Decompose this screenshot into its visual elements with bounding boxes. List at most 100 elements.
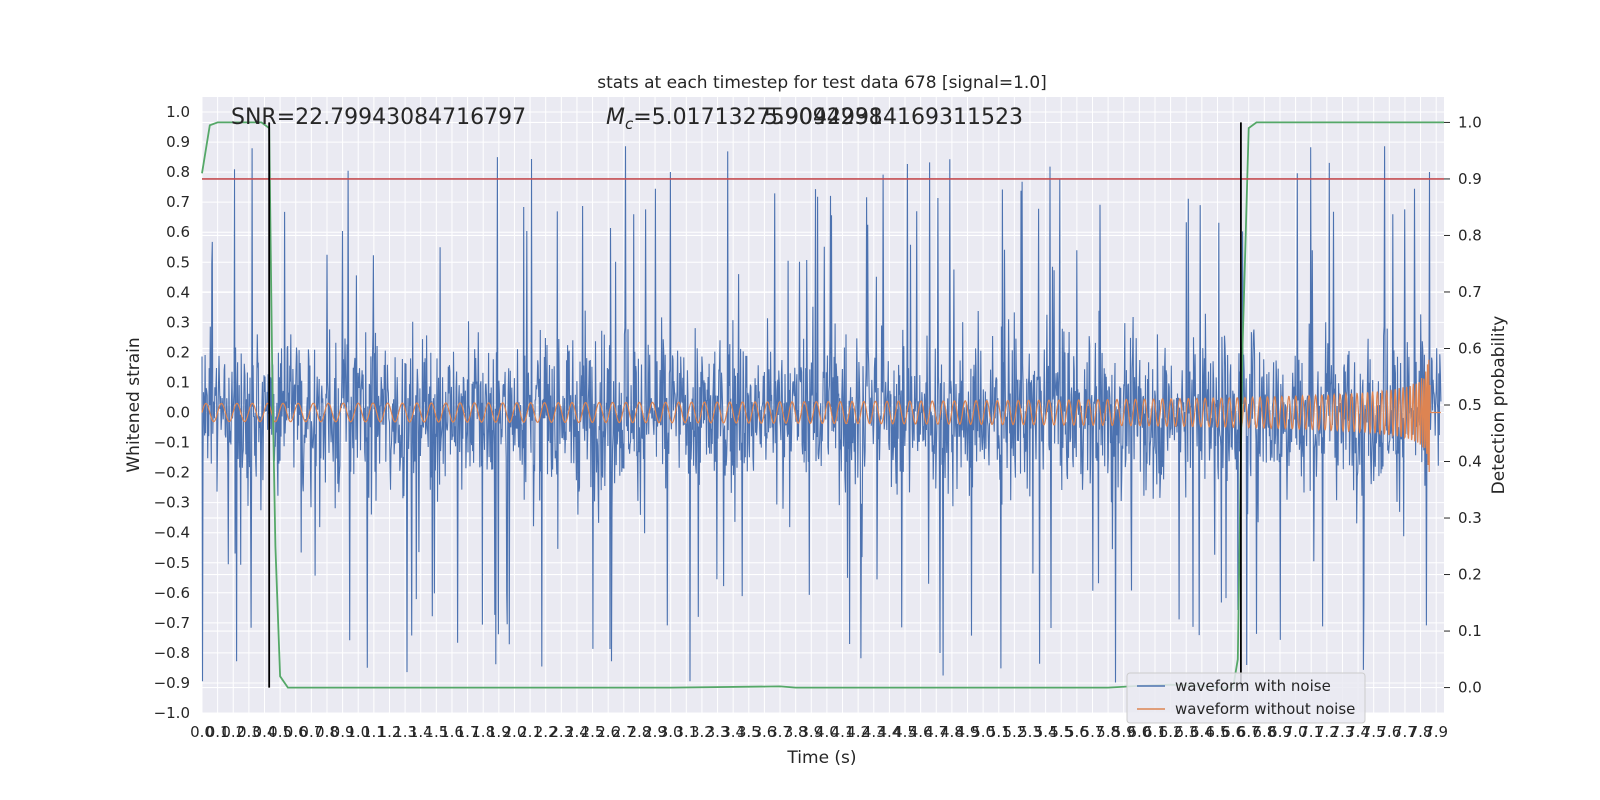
- x-tick-label: 5.4: [1034, 723, 1058, 741]
- legend: waveform with noise waveform without noi…: [1126, 672, 1366, 724]
- x-axis-label: Time (s): [786, 748, 856, 768]
- x-tick-label: 7.5: [1362, 723, 1386, 741]
- x-tick-label: 2.2: [534, 723, 558, 741]
- x-tick-label: 2.4: [565, 723, 589, 741]
- x-tick-label: 2.1: [518, 723, 542, 741]
- x-tick-label: 3.3: [706, 723, 730, 741]
- x-tick-label: 1.0: [346, 723, 370, 741]
- y-tick-label: 0.0: [166, 404, 190, 422]
- legend-box: [1126, 672, 1366, 724]
- x-tick-label: 7.1: [1299, 723, 1323, 741]
- x-tick-label: 4.0: [815, 723, 839, 741]
- x-tick-label: 4.6: [909, 723, 933, 741]
- x-tick-label: 2.6: [596, 723, 620, 741]
- x-tick-label: 3.7: [768, 723, 792, 741]
- right-y-tick-label: 0.3: [1458, 509, 1482, 527]
- x-tick-label: 7.6: [1377, 723, 1401, 741]
- right-y-tick-label: 0.0: [1458, 679, 1482, 697]
- x-tick-label: 7.4: [1346, 723, 1370, 741]
- x-tick-label: 4.2: [846, 723, 870, 741]
- x-tick-label: 1.8: [471, 723, 495, 741]
- chirp-mass-subscript: c: [625, 115, 634, 133]
- x-tick-label: 6.0: [1127, 723, 1151, 741]
- right-y-tick-label: 0.6: [1458, 339, 1482, 357]
- x-axis-ticks: 0.00.10.20.30.40.50.60.70.80.91.01.11.21…: [190, 723, 1448, 741]
- y-tick-label: 0.2: [166, 343, 190, 361]
- x-tick-label: 7.3: [1331, 723, 1355, 741]
- x-tick-label: 0.6: [284, 723, 308, 741]
- x-tick-label: 0.8: [315, 723, 339, 741]
- chirp-mass-annotation: Mc=5.017132759094238: [606, 105, 883, 133]
- y-tick-label: −0.2: [154, 464, 190, 482]
- x-tick-label: 5.0: [971, 723, 995, 741]
- right-y-tick-label: 0.7: [1458, 283, 1482, 301]
- x-tick-label: 6.3: [1174, 723, 1198, 741]
- x-tick-label: 3.6: [752, 723, 776, 741]
- overlap-annotation: 5.90429914169311523: [764, 105, 1023, 130]
- x-tick-label: 7.0: [1284, 723, 1308, 741]
- y-tick-label: −0.1: [154, 434, 190, 452]
- y-tick-label: 0.7: [166, 193, 190, 211]
- x-tick-label: 6.5: [1206, 723, 1230, 741]
- x-tick-label: 4.8: [940, 723, 964, 741]
- x-tick-label: 1.3: [393, 723, 417, 741]
- probability-path: [201, 121, 1444, 689]
- x-tick-label: 5.7: [1081, 723, 1105, 741]
- x-tick-label: 1.6: [440, 723, 464, 741]
- right-y-tick-label: 0.1: [1458, 622, 1482, 640]
- right-y-tick-label: 0.8: [1458, 226, 1482, 244]
- x-tick-label: 0.2: [221, 723, 245, 741]
- x-tick-label: 1.5: [424, 723, 448, 741]
- detection-probability-line: [201, 121, 1444, 689]
- x-tick-label: 3.2: [690, 723, 714, 741]
- x-tick-label: 7.7: [1393, 723, 1417, 741]
- y-axis-label: Whitened strain: [124, 337, 144, 472]
- x-tick-label: 3.5: [737, 723, 761, 741]
- chirp-mass-symbol: M: [606, 105, 625, 130]
- x-tick-label: 1.9: [487, 723, 511, 741]
- x-tick-label: 0.1: [206, 723, 230, 741]
- x-tick-label: 5.3: [1018, 723, 1042, 741]
- y-tick-label: −0.9: [154, 674, 190, 692]
- x-tick-label: 1.1: [362, 723, 386, 741]
- x-tick-label: 3.0: [659, 723, 683, 741]
- x-tick-label: 0.5: [268, 723, 292, 741]
- x-tick-label: 1.7: [456, 723, 480, 741]
- y-tick-label: −0.6: [154, 584, 190, 602]
- x-tick-label: 4.4: [877, 723, 901, 741]
- y-tick-label: 1.0: [166, 103, 190, 121]
- x-tick-label: 4.9: [956, 723, 980, 741]
- x-tick-label: 7.2: [1315, 723, 1339, 741]
- y-tick-label: −0.8: [154, 644, 190, 662]
- x-tick-label: 0.9: [331, 723, 355, 741]
- y-tick-label: 0.1: [166, 373, 190, 391]
- x-tick-label: 2.5: [581, 723, 605, 741]
- x-tick-label: 3.8: [784, 723, 808, 741]
- y-tick-label: 0.9: [166, 133, 190, 151]
- x-tick-label: 0.7: [299, 723, 323, 741]
- snr-annotation: SNR=22.79943084716797: [231, 105, 526, 130]
- signal-waveform-path: [201, 359, 1441, 473]
- x-tick-label: 1.2: [378, 723, 402, 741]
- x-tick-label: 7.8: [1409, 723, 1433, 741]
- x-tick-label: 6.2: [1159, 723, 1183, 741]
- chirp-mass-value: =5.017132759094238: [633, 105, 882, 130]
- x-tick-label: 5.6: [1065, 723, 1089, 741]
- noise-waveform-path: [201, 146, 1442, 683]
- x-tick-label: 1.4: [409, 723, 433, 741]
- x-tick-label: 2.7: [612, 723, 636, 741]
- x-tick-label: 4.5: [893, 723, 917, 741]
- legend-label-signal: waveform without noise: [1175, 700, 1355, 718]
- y-tick-label: 0.3: [166, 313, 190, 331]
- y-tick-label: 0.8: [166, 163, 190, 181]
- x-tick-label: 3.9: [799, 723, 823, 741]
- x-tick-label: 4.3: [862, 723, 886, 741]
- y-tick-label: −0.7: [154, 614, 190, 632]
- x-tick-label: 2.3: [549, 723, 573, 741]
- x-tick-label: 2.8: [628, 723, 652, 741]
- x-tick-label: 6.1: [1143, 723, 1167, 741]
- y-tick-label: 0.6: [166, 223, 190, 241]
- x-tick-label: 4.1: [831, 723, 855, 741]
- x-tick-label: 3.1: [674, 723, 698, 741]
